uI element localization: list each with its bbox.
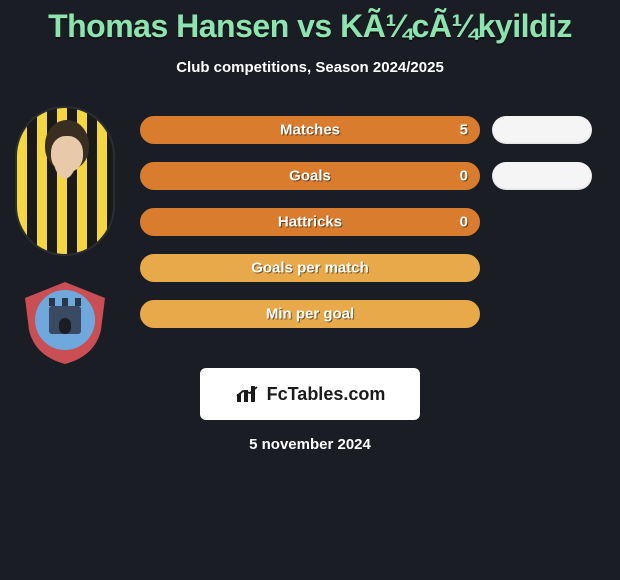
stat-bar-track: Min per goal xyxy=(140,300,480,328)
stat-bar-track: Matches 5 xyxy=(140,116,480,144)
stat-row: Hattricks 0 xyxy=(140,208,600,236)
stat-bar-track: Hattricks 0 xyxy=(140,208,480,236)
stat-value: 0 xyxy=(460,168,468,185)
stat-bars: Matches 5 Goals 0 Hattricks 0 Goals per match M… xyxy=(140,116,600,328)
stat-row: Goals 0 xyxy=(140,162,600,190)
stat-label: Goals per match xyxy=(251,260,369,277)
crest-door xyxy=(59,318,71,334)
club-crest xyxy=(15,276,115,366)
chart-icon xyxy=(235,384,261,404)
player-column xyxy=(10,106,120,366)
stat-row: Min per goal xyxy=(140,300,600,328)
content-area: Matches 5 Goals 0 Hattricks 0 Goals per match M… xyxy=(0,116,620,328)
crest-crenel xyxy=(75,298,81,306)
player-avatar xyxy=(15,106,115,256)
stat-label: Min per goal xyxy=(266,306,354,323)
stat-value: 0 xyxy=(460,214,468,231)
date-label: 5 november 2024 xyxy=(0,436,620,453)
crest-crenel xyxy=(62,298,68,306)
stat-label: Goals xyxy=(289,168,331,185)
page-title: Thomas Hansen vs KÃ¼cÃ¼kyildiz xyxy=(0,0,620,45)
stat-value: 5 xyxy=(460,122,468,139)
stat-bar-track: Goals 0 xyxy=(140,162,480,190)
brand-badge: FcTables.com xyxy=(200,368,420,420)
page-subtitle: Club competitions, Season 2024/2025 xyxy=(0,59,620,76)
comparison-pill xyxy=(492,162,592,190)
brand-label: FcTables.com xyxy=(267,384,386,405)
stat-label: Matches xyxy=(280,122,340,139)
stat-bar-track: Goals per match xyxy=(140,254,480,282)
stat-row: Matches 5 xyxy=(140,116,600,144)
comparison-pill xyxy=(492,116,592,144)
stat-row: Goals per match xyxy=(140,254,600,282)
crest-crenel xyxy=(49,298,55,306)
stat-label: Hattricks xyxy=(278,214,342,231)
